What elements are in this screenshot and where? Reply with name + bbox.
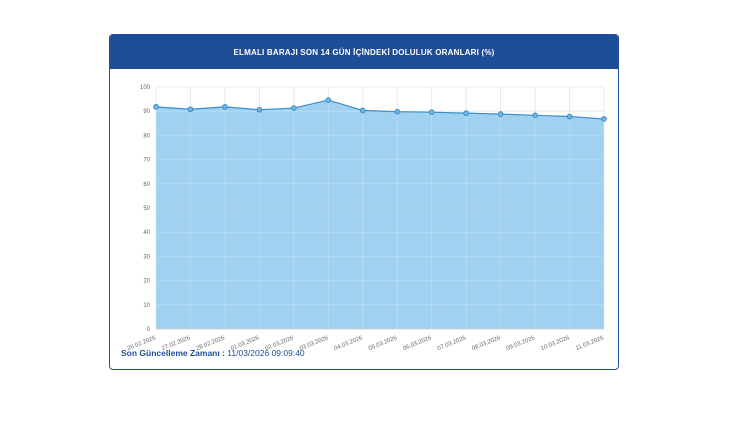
data-point — [153, 104, 159, 110]
y-tick-label: 90 — [143, 109, 150, 115]
x-tick-label: 09.03.2026 — [506, 335, 537, 352]
x-tick-label: 11.03.2026 — [575, 335, 605, 352]
y-tick-label: 80 — [143, 133, 150, 139]
x-tick-label: 04.03.2026 — [333, 335, 364, 352]
data-point — [291, 105, 297, 111]
data-point — [256, 106, 263, 113]
series-line — [155, 99, 605, 120]
data-point — [566, 113, 573, 120]
x-tick-label: 05.03.2026 — [368, 335, 399, 352]
data-point — [601, 116, 607, 122]
y-tick-label: 20 — [143, 279, 150, 285]
data-point — [187, 106, 194, 113]
y-tick-label: 100 — [140, 85, 151, 91]
y-tick-label: 10 — [143, 303, 150, 309]
y-tick-label: 30 — [143, 254, 150, 260]
y-tick-label: 70 — [143, 158, 150, 164]
y-tick-label: 50 — [143, 206, 150, 212]
x-tick-label: 10.03.2026 — [540, 335, 571, 352]
data-point — [394, 108, 401, 115]
y-tick-label: 40 — [143, 230, 150, 236]
data-point — [428, 109, 435, 115]
x-tick-label: 07.03.2026 — [437, 335, 468, 352]
data-point — [532, 112, 538, 119]
data-point — [325, 97, 332, 103]
data-point — [359, 107, 366, 114]
x-tick-label: 06.03.2026 — [402, 335, 433, 352]
chart-card: ELMALI BARAJI SON 14 GÜN İÇİNDEKİ DOLULU… — [109, 34, 619, 370]
data-point — [463, 110, 469, 116]
data-point — [222, 104, 228, 110]
last-update: Son Güncelleme Zamanı : 11/03/2026 09:09… — [121, 348, 305, 358]
chart-area: 0 10 20 30 40 50 60 70 80 90 100 26.02.2026 27.02.20… — [110, 69, 618, 359]
series-area — [156, 100, 604, 330]
y-tick-label: 60 — [143, 182, 150, 188]
data-point — [497, 111, 504, 117]
y-tick-label: 0 — [147, 327, 151, 333]
x-tick-label: 08.03.2026 — [471, 335, 502, 352]
chart-title: ELMALI BARAJI SON 14 GÜN İÇİNDEKİ DOLULU… — [110, 35, 618, 69]
last-update-label: Son Güncelleme Zamanı : — [121, 348, 225, 358]
last-update-value: 11/03/2026 09:09:40 — [227, 348, 305, 358]
